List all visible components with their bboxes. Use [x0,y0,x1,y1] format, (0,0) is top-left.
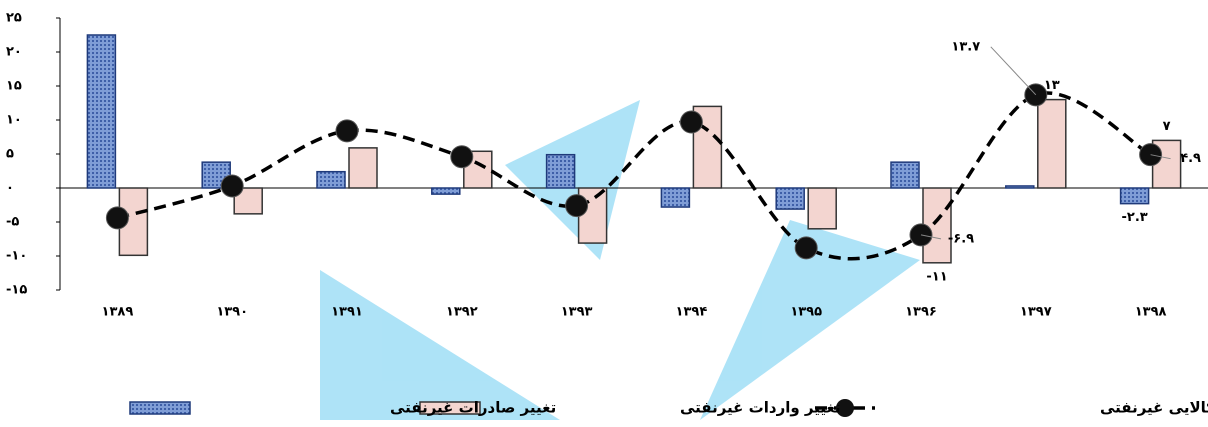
bar [775,187,805,210]
legend-swatch [129,401,191,415]
data-label: ۱۳ [1044,78,1060,93]
data-label: ۴.۹ [1180,151,1201,166]
marker [794,236,818,260]
x-tick-label: ۱۳۹۰ [216,305,248,320]
y-tick-label: ۵ [6,147,14,162]
legend-label: تغییر واردات غیرنفتی [680,399,841,417]
data-label: ۱۳.۷ [951,39,980,54]
data-label: ۷ [1163,119,1171,134]
x-tick-label: ۱۳۹۸ [1135,305,1167,320]
x-tick-label: ۱۳۹۱ [331,305,363,320]
bar [348,147,378,189]
y-tick-label: -۵ [6,215,19,230]
x-tick-label: ۱۳۹۶ [905,305,937,320]
legend-label: تغییر صادرات غیرنفتی [390,399,556,417]
x-tick-label: ۱۳۹۳ [561,305,593,320]
y-tick-label: -۱۰ [6,249,27,264]
bar [316,170,346,189]
marker [105,206,129,230]
bar [431,187,461,195]
bar [86,34,117,189]
x-tick-label: ۱۳۸۹ [102,305,134,320]
x-tick-label: ۱۳۹۴ [676,305,708,320]
bar [660,187,691,208]
marker [220,174,244,198]
marker [565,194,589,218]
marker [450,145,474,169]
data-label: -۶.۹ [948,231,974,246]
bar [890,161,920,189]
x-tick-label: ۱۳۹۲ [446,305,478,320]
y-tick-label: ۲۰ [6,45,22,60]
bar [807,187,837,230]
bar [1119,187,1150,205]
y-tick-label: ۱۵ [6,79,22,94]
data-label: -۲.۳ [1121,210,1147,225]
legend-swatch [419,401,481,415]
legend-swatch [836,399,854,417]
bar [545,153,576,189]
y-tick-label: ۰ [6,181,14,196]
y-tick-label: ۲۵ [6,11,22,26]
bar [1005,185,1035,189]
leader-line [920,234,942,240]
leader-line [990,46,1037,96]
leader-line [1150,154,1171,160]
y-tick-label: -۱۵ [6,283,27,298]
watermark [320,100,920,420]
legend-label: تغییر تراز کالایی غیرنفتی [1100,399,1208,417]
x-tick-label: ۱۳۹۷ [1020,305,1052,320]
marker [335,119,359,143]
y-tick-label: ۱۰ [6,113,22,128]
marker [679,110,703,134]
x-tick-label: ۱۳۹۵ [790,305,822,320]
bar [1037,98,1067,189]
data-label: -۱۱ [926,269,947,284]
